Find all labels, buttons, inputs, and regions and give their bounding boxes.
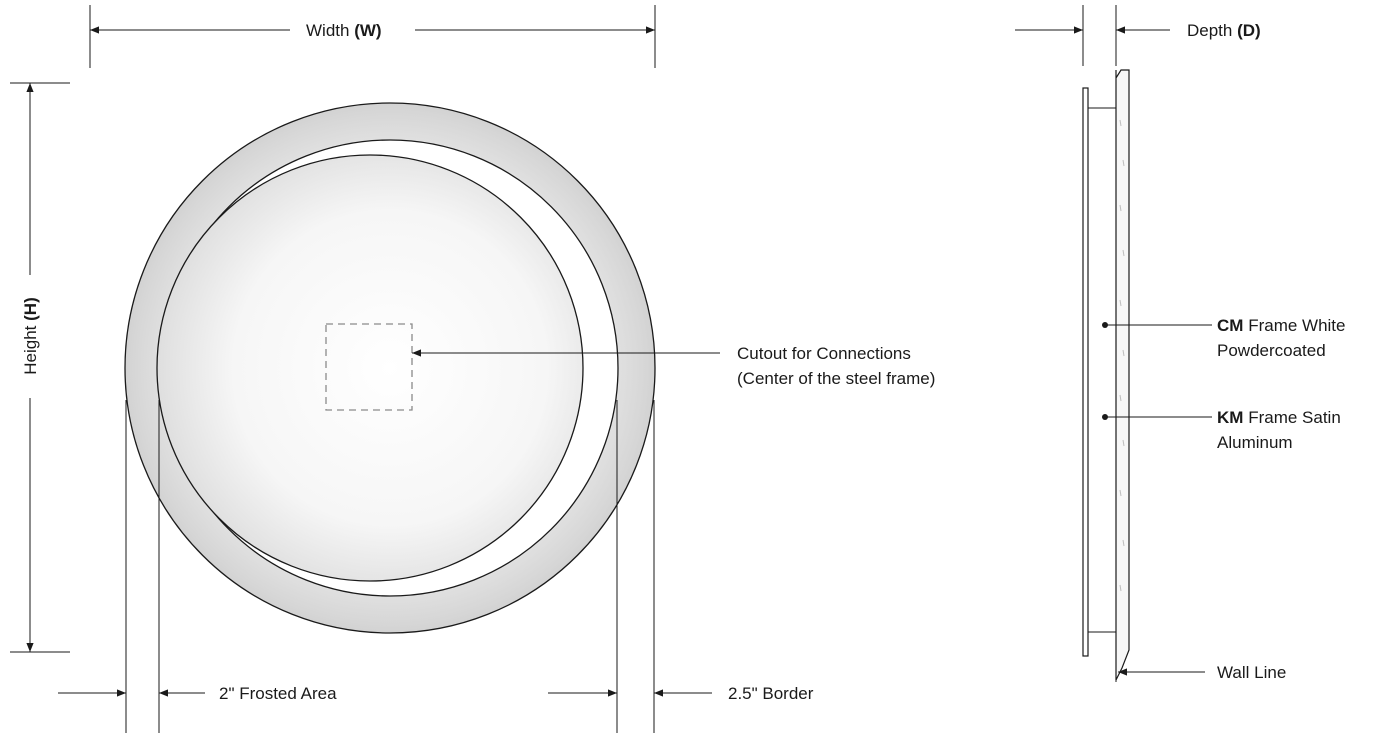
glass-texture (1119, 119, 1125, 592)
depth-dimension: Depth (D) (1015, 5, 1261, 66)
cutout-callout: Cutout for Connections (Center of the st… (412, 344, 935, 388)
clear-mirror-area (156, 154, 584, 582)
height-symbol: (H) (21, 297, 40, 321)
cm-frame-callout: CM Frame White Powdercoated (1102, 316, 1345, 360)
height-dimension: Height (H) (10, 82, 70, 653)
svg-text:Height (H): Height (H) (21, 297, 40, 374)
km-line2: Aluminum (1217, 433, 1293, 452)
svg-text:Width (W): Width (W) (306, 21, 382, 40)
front-view (124, 102, 656, 634)
svg-text:KM Frame Satin: KM Frame Satin (1217, 408, 1341, 427)
cutout-label-line1: Cutout for Connections (737, 344, 911, 363)
wall-line-callout: Wall Line (1118, 663, 1286, 682)
km-frame-callout: KM Frame Satin Aluminum (1102, 408, 1341, 452)
cm-line2: Powdercoated (1217, 341, 1326, 360)
svg-text:Depth (D): Depth (D) (1187, 21, 1261, 40)
height-label: Height (21, 325, 40, 374)
frosted-area-dimension: 2" Frosted Area (58, 400, 337, 733)
km-line1: Frame Satin (1248, 408, 1341, 427)
wall-line-label: Wall Line (1217, 663, 1286, 682)
connection-cutout (325, 323, 413, 411)
cm-line1: Frame White (1248, 316, 1345, 335)
km-code: KM (1217, 408, 1243, 427)
width-symbol: (W) (354, 21, 381, 40)
border-dimension: 2.5" Border (548, 400, 814, 733)
svg-text:CM Frame White: CM Frame White (1217, 316, 1345, 335)
depth-symbol: (D) (1237, 21, 1261, 40)
width-label: Width (306, 21, 349, 40)
border-label: 2.5" Border (728, 684, 814, 703)
side-view (1082, 69, 1130, 682)
side-mirror-glass (1115, 69, 1130, 681)
side-frame (1082, 87, 1089, 657)
width-dimension: Width (W) (89, 5, 656, 68)
cutout-label-line2: (Center of the steel frame) (737, 369, 935, 388)
cm-code: CM (1217, 316, 1243, 335)
depth-label: Depth (1187, 21, 1232, 40)
frosted-area-label: 2" Frosted Area (219, 684, 337, 703)
